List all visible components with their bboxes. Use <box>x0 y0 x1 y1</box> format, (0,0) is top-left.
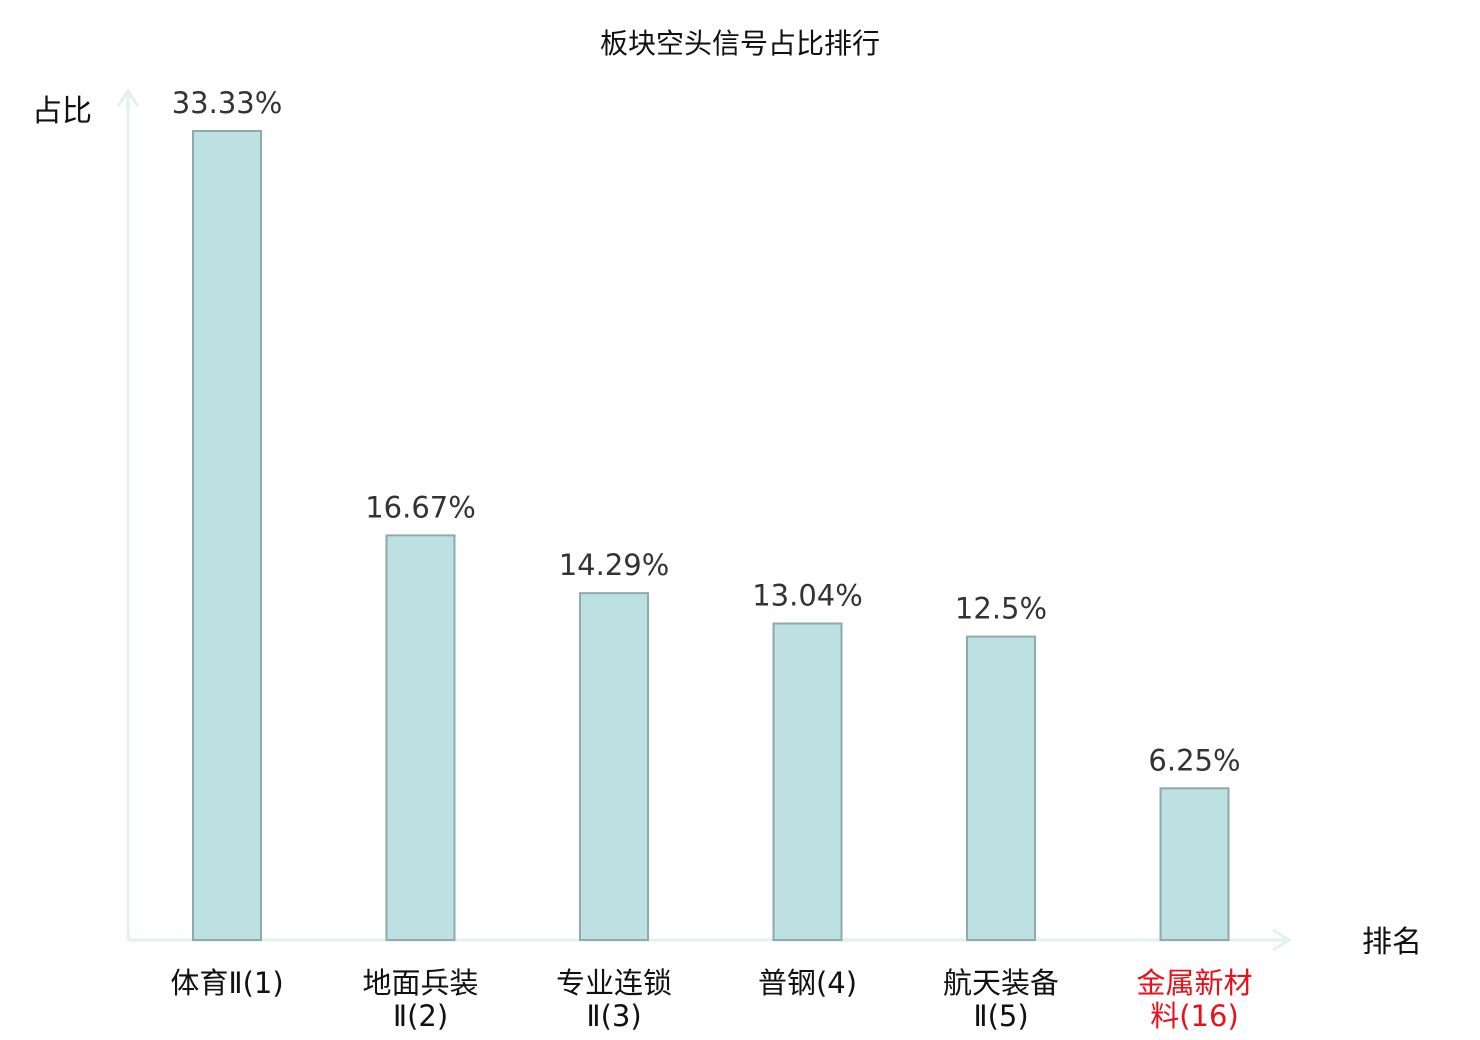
category-label-2-line-2: Ⅱ(2) <box>393 999 448 1033</box>
bar-5 <box>966 635 1036 941</box>
category-label-1-line-1: 体育Ⅱ(1) <box>170 966 283 1000</box>
value-label-2: 16.67% <box>365 490 476 524</box>
chart-title: 板块空头信号占比排行 <box>600 27 880 60</box>
value-label-1: 33.33% <box>172 86 283 120</box>
axes <box>116 88 1292 952</box>
y-axis-label: 占比 <box>32 94 92 129</box>
category-label-3-line-2: Ⅱ(3) <box>586 999 641 1033</box>
category-label-6-line-1: 金属新材 <box>1136 966 1252 1000</box>
category-label-5-line-1: 航天装备 <box>943 966 1059 1000</box>
category-label-2-line-1: 地面兵装 <box>362 966 478 1000</box>
bar-6 <box>1159 787 1230 941</box>
value-label-3: 14.29% <box>559 548 670 582</box>
x-axis-arrow <box>1272 928 1292 952</box>
value-label-6: 6.25% <box>1148 743 1240 777</box>
value-labels-group: 33.33% 16.67% 14.29% 13.04% 12.5% 6.25% <box>172 86 1241 777</box>
category-label-5-line-2: Ⅱ(5) <box>973 999 1028 1033</box>
bar-1 <box>192 130 262 941</box>
value-label-5: 12.5% <box>955 592 1047 626</box>
bar-3 <box>579 592 649 942</box>
value-label-4: 13.04% <box>752 578 863 612</box>
x-axis-label: 排名 <box>1362 925 1422 960</box>
category-label-6-line-2: 料(16) <box>1150 999 1239 1033</box>
bars-group <box>192 130 1230 942</box>
bar-4 <box>772 622 843 941</box>
category-label-4-line-1: 普钢(4) <box>758 966 857 1000</box>
category-label-3-line-1: 专业连锁 <box>556 966 672 1000</box>
y-axis-arrow <box>116 88 140 107</box>
bar-2 <box>385 534 456 942</box>
